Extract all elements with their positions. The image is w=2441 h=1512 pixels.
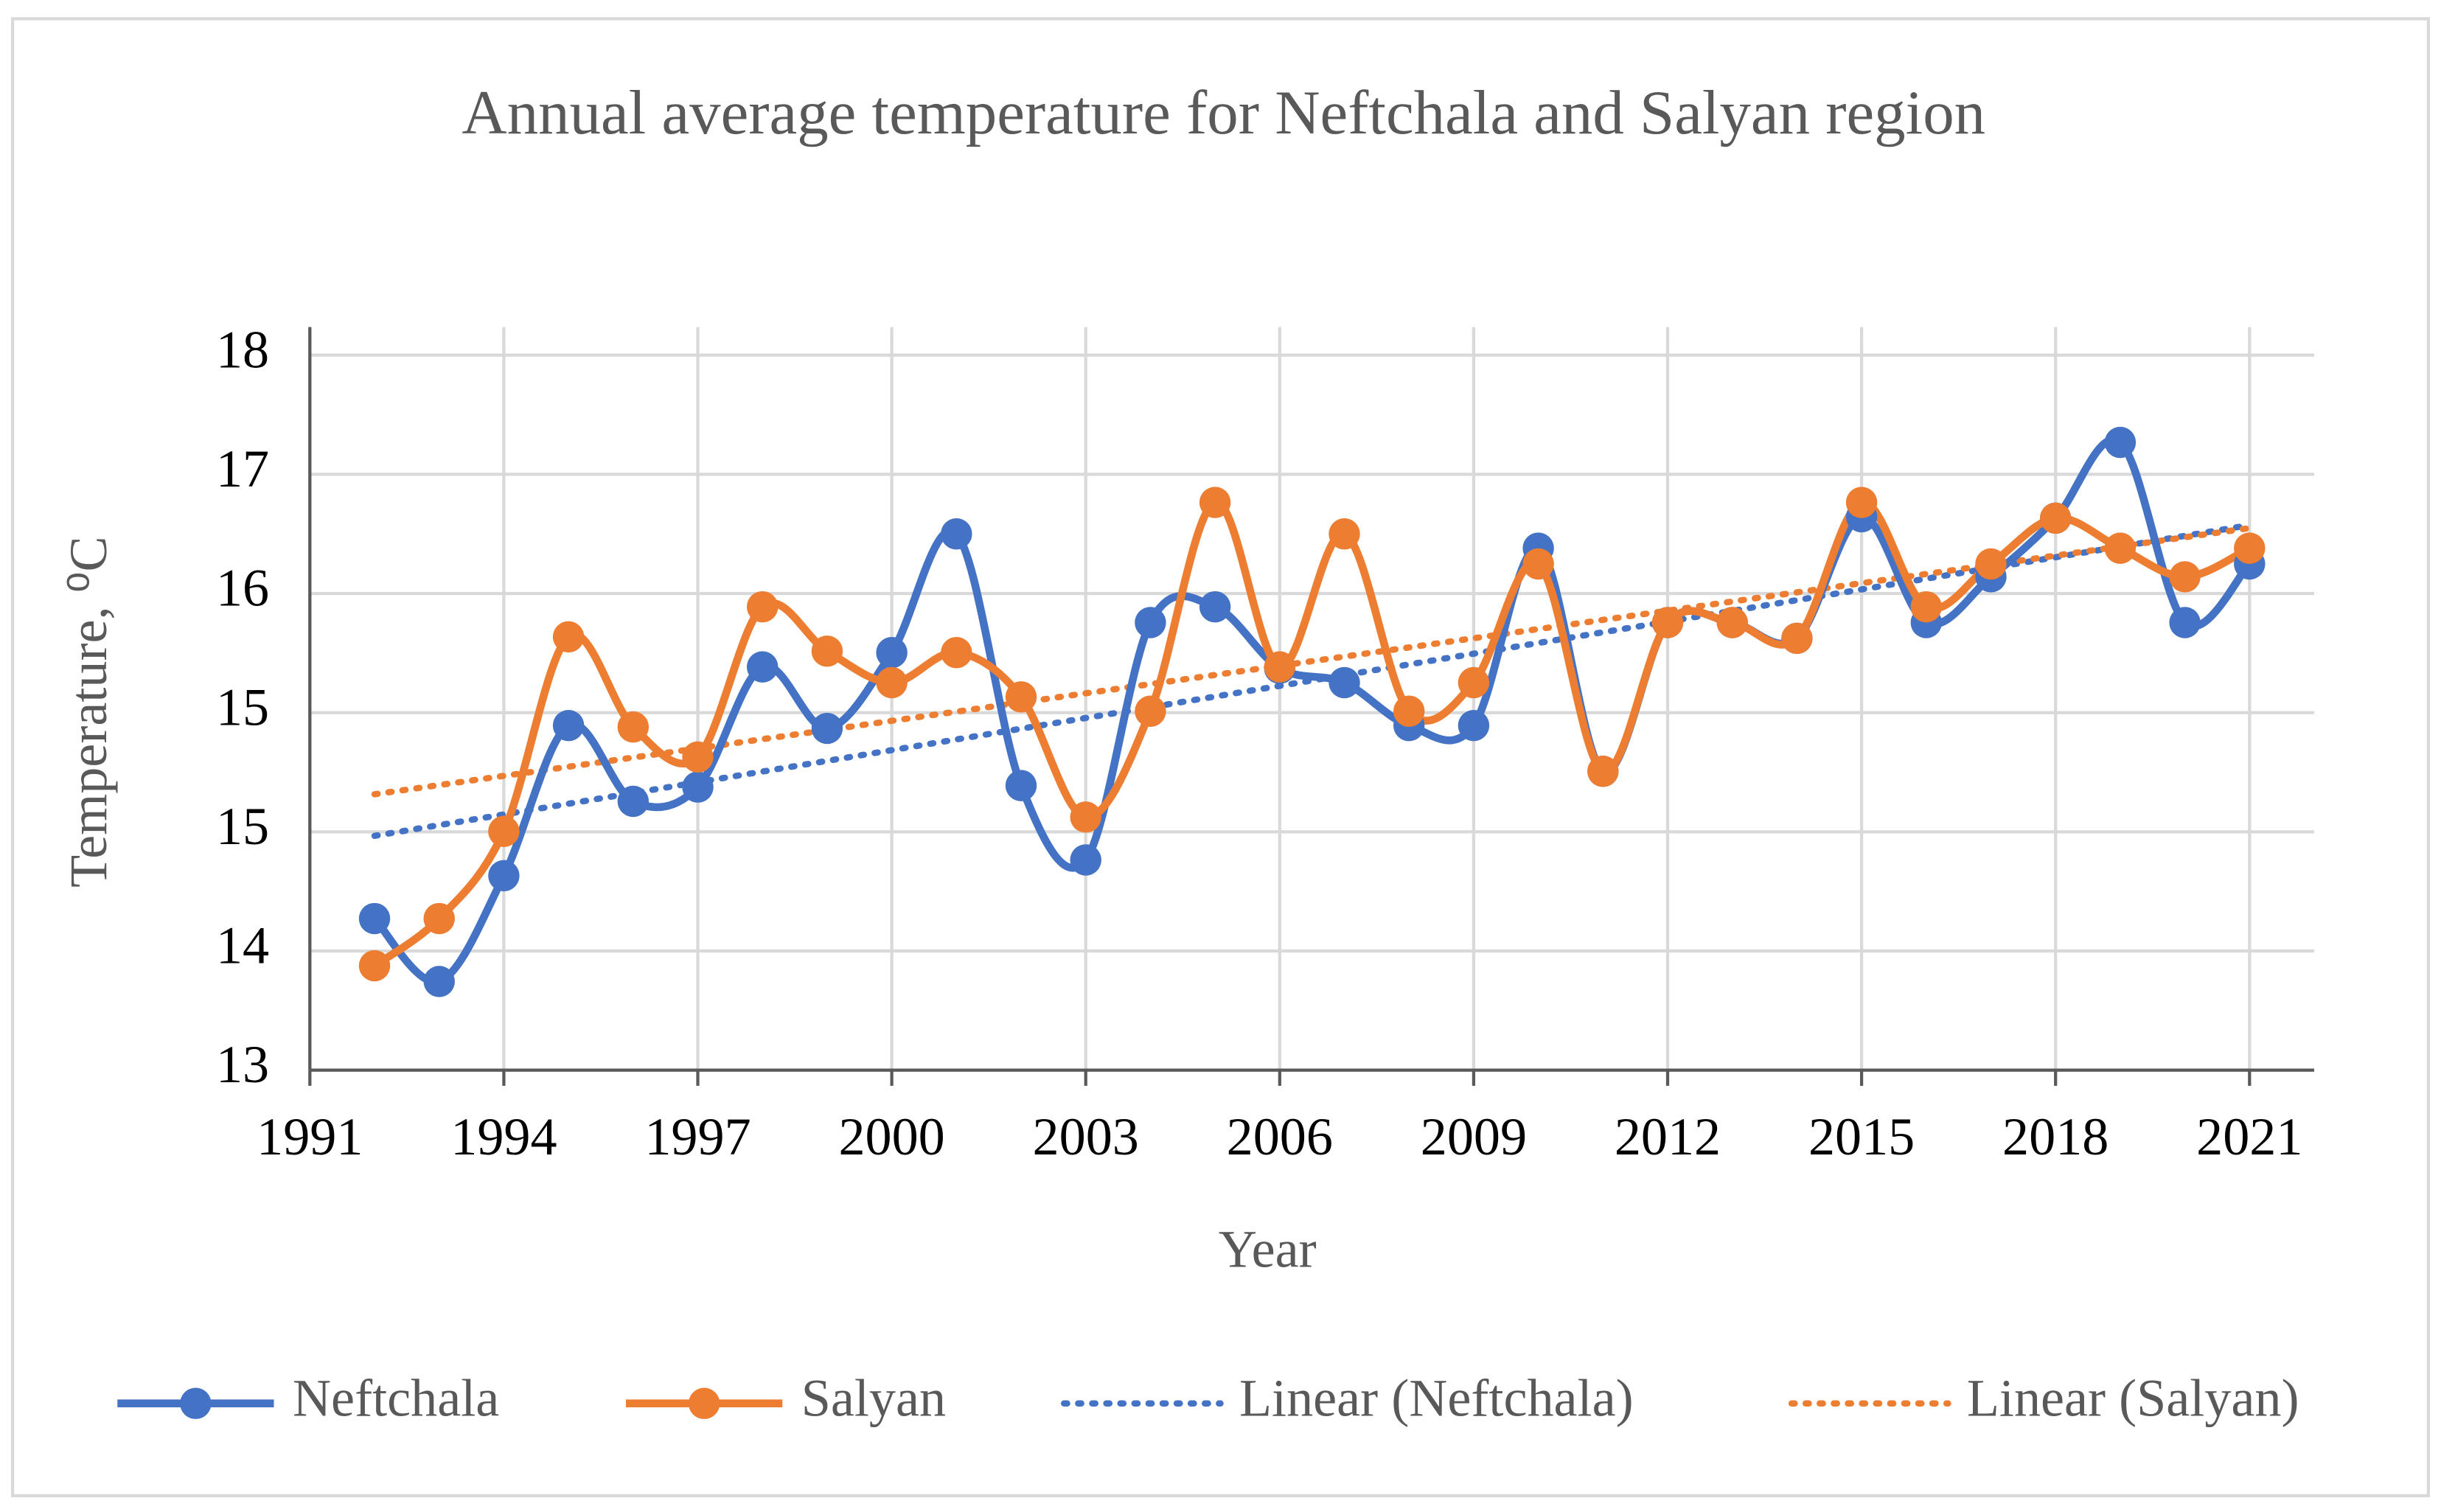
point	[811, 635, 843, 667]
legend-label: Salyan	[801, 1368, 946, 1427]
y-tick-label: 15	[216, 797, 269, 856]
point	[682, 741, 714, 773]
legend-marker	[180, 1387, 212, 1419]
point	[941, 637, 972, 669]
x-tick-label: 2006	[1227, 1107, 1333, 1166]
x-tick-label: 1991	[257, 1107, 363, 1166]
x-tick-label: 2021	[2196, 1107, 2302, 1166]
x-axis-title: Year	[1219, 1220, 1317, 1279]
point	[2039, 502, 2072, 534]
y-tick-label: 13	[216, 1035, 269, 1094]
point	[1329, 666, 1360, 699]
y-tick-label: 18	[216, 320, 269, 379]
point	[358, 950, 391, 982]
point	[1070, 801, 1101, 833]
x-tick-label: 1997	[644, 1107, 751, 1166]
point	[1005, 770, 1037, 801]
y-tick-label: 15	[216, 677, 269, 736]
legend-marker	[688, 1387, 720, 1419]
point	[617, 785, 650, 818]
point	[1975, 548, 2007, 580]
point	[1135, 607, 1166, 638]
point	[876, 666, 908, 699]
point	[488, 815, 520, 847]
point	[1651, 607, 1684, 638]
point	[811, 712, 843, 745]
legend-label: Linear (Salyan)	[1967, 1368, 2299, 1427]
x-tick-label: 1994	[450, 1107, 557, 1166]
x-tick-label: 2018	[2002, 1107, 2109, 1166]
point	[2104, 532, 2137, 564]
point	[1329, 518, 1360, 550]
point	[1458, 666, 1490, 699]
point	[1458, 709, 1490, 742]
point	[552, 621, 585, 653]
point	[423, 966, 455, 997]
point	[1264, 651, 1296, 683]
x-tick-label: 2009	[1421, 1107, 1527, 1166]
point	[2234, 532, 2266, 564]
point	[682, 771, 714, 803]
point	[552, 709, 585, 742]
x-tick-label: 2012	[1615, 1107, 1721, 1166]
point	[1781, 622, 1813, 655]
point	[1070, 844, 1101, 876]
point	[1910, 590, 1943, 623]
point	[1005, 681, 1037, 713]
y-axis-title: Temperature, ⁰C	[59, 536, 118, 888]
point	[2169, 561, 2201, 593]
x-tick-label: 2015	[1808, 1107, 1915, 1166]
point	[746, 651, 779, 683]
y-tick-label: 14	[216, 916, 269, 975]
point	[1393, 695, 1425, 727]
point	[941, 518, 972, 550]
chart-border	[10, 17, 2431, 1498]
point	[358, 902, 391, 935]
point	[1716, 607, 1748, 638]
point	[1587, 756, 1619, 787]
point	[423, 902, 455, 935]
point	[1522, 548, 1554, 580]
y-tick-label: 16	[216, 559, 269, 618]
legend-label: Neftchala	[293, 1368, 499, 1427]
point	[488, 860, 520, 892]
point	[1135, 695, 1166, 727]
y-tick-label: 17	[216, 439, 269, 498]
point	[1845, 487, 1878, 518]
x-tick-label: 2003	[1033, 1107, 1139, 1166]
x-tick-label: 2000	[838, 1107, 944, 1166]
point	[876, 637, 908, 669]
point	[2169, 607, 2201, 638]
legend-label: Linear (Neftchala)	[1239, 1368, 1634, 1427]
point	[2104, 426, 2137, 459]
point	[617, 711, 650, 743]
point	[746, 590, 779, 623]
point	[1199, 590, 1231, 623]
chart-title: Annual average temperature for Neftchala…	[462, 78, 1985, 147]
point	[1199, 487, 1231, 518]
